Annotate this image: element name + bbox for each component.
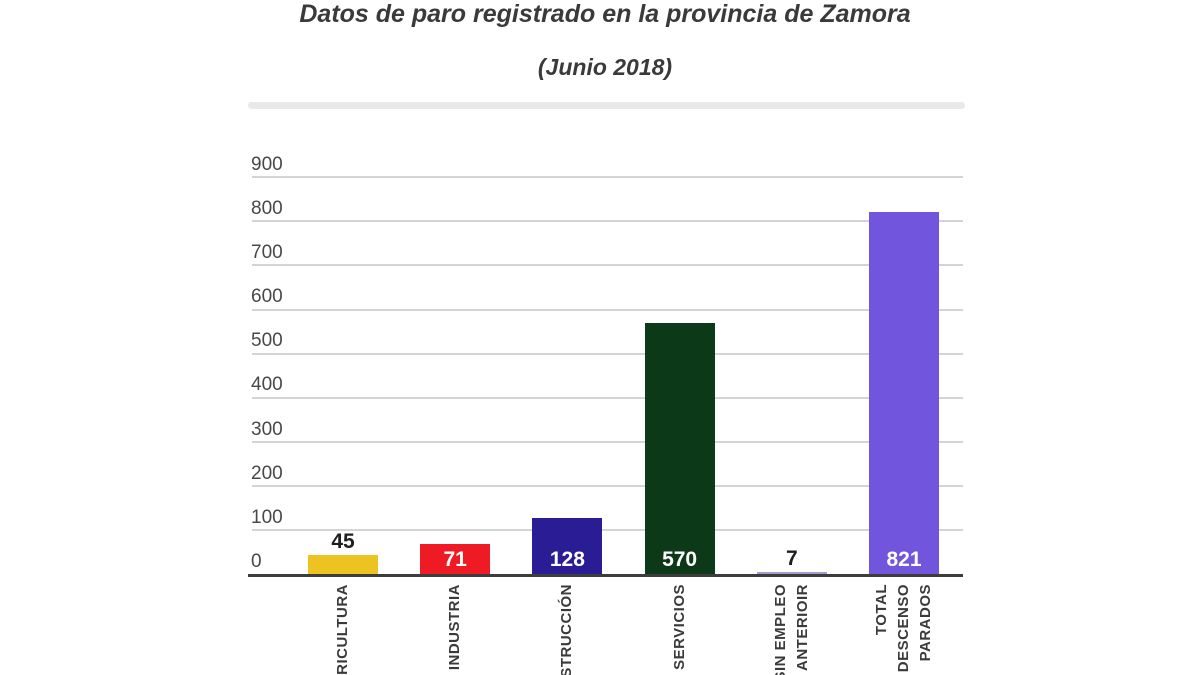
y-gridline-600 xyxy=(252,308,963,311)
y-gridline-400 xyxy=(252,396,963,399)
y-axis-tick-200: 200 xyxy=(251,462,283,484)
chart-subtitle: (Junio 2018) xyxy=(537,54,673,80)
title-divider xyxy=(248,102,965,109)
y-gridline-900 xyxy=(252,176,963,178)
x-axis-line xyxy=(248,574,963,577)
bar-value-servicios: 570 xyxy=(662,548,698,571)
bar-sin-empleo-anterioir xyxy=(756,571,827,575)
y-axis-tick-300: 300 xyxy=(251,418,283,440)
bar-agricultura xyxy=(308,555,378,575)
bar-servicios xyxy=(644,323,715,575)
y-axis-tick-800: 800 xyxy=(251,197,283,219)
y-gridline-700 xyxy=(252,264,963,267)
y-gridline-100 xyxy=(252,529,963,532)
bar-value-sin-empleo-anterioir: 7 xyxy=(785,546,798,570)
x-axis-label-agricultura: AGRICULTURA xyxy=(332,584,354,675)
x-axis-label-line: INDUSTRIA xyxy=(446,584,464,671)
y-axis-tick-0: 0 xyxy=(251,551,262,572)
bar-value-construccion: 128 xyxy=(549,548,585,571)
x-axis-label-line: SERVICIOS xyxy=(670,584,688,670)
x-axis-label-line: AGRICULTURA xyxy=(334,584,351,675)
x-axis-label-sin-empleo-anterioir: SIN EMPLEO ANTERIOIR xyxy=(770,584,814,675)
x-axis-label-construccion: CONSTRUCCIÓN xyxy=(556,584,578,675)
bar-construccion xyxy=(532,518,603,575)
y-axis-tick-100: 100 xyxy=(251,506,283,528)
y-gridline-500 xyxy=(252,352,963,355)
y-axis-tick-700: 700 xyxy=(251,241,283,263)
x-axis-label-line: SIN EMPLEO xyxy=(771,584,789,675)
x-axis-label-line: ANTERIOIR xyxy=(793,584,811,671)
x-axis-label-line: TOTAL xyxy=(873,584,890,636)
x-axis-label-line: PARADOS xyxy=(917,584,934,662)
x-axis-label-industria: INDUSTRIA xyxy=(444,584,466,675)
y-axis-tick-900: 900 xyxy=(251,153,283,175)
bar-industria xyxy=(420,543,491,575)
y-gridline-200 xyxy=(252,485,963,488)
x-axis-label-line: DESCENSO xyxy=(895,584,912,673)
x-axis-label-total-descenso-parados: TOTAL DESCENSO PARADOS xyxy=(871,584,937,675)
y-gridline-300 xyxy=(252,441,963,443)
y-axis-tick-600: 600 xyxy=(251,286,283,307)
x-axis-label-servicios: SERVICIOS xyxy=(669,584,691,675)
bar-value-total-descenso-parados: 821 xyxy=(886,548,922,571)
y-axis-tick-500: 500 xyxy=(251,330,283,352)
bar-total-descenso-parados xyxy=(869,212,939,575)
y-gridline-800 xyxy=(252,220,963,223)
bar-value-industria: 71 xyxy=(443,548,467,571)
chart-title: Datos de paro registrado en la provincia… xyxy=(299,0,911,28)
bar-value-agricultura: 45 xyxy=(331,530,355,554)
y-axis-tick-400: 400 xyxy=(251,374,283,396)
x-axis-label-line: CONSTRUCCIÓN xyxy=(558,584,576,675)
